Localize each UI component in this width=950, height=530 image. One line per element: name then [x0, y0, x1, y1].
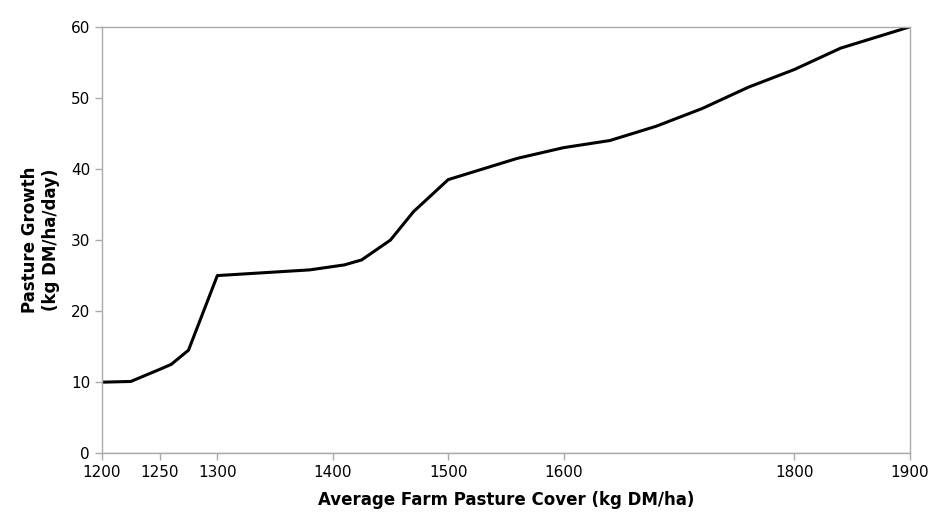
Y-axis label: Pasture Growth
(kg DM/ha/day): Pasture Growth (kg DM/ha/day) [21, 167, 60, 313]
X-axis label: Average Farm Pasture Cover (kg DM/ha): Average Farm Pasture Cover (kg DM/ha) [317, 491, 694, 509]
